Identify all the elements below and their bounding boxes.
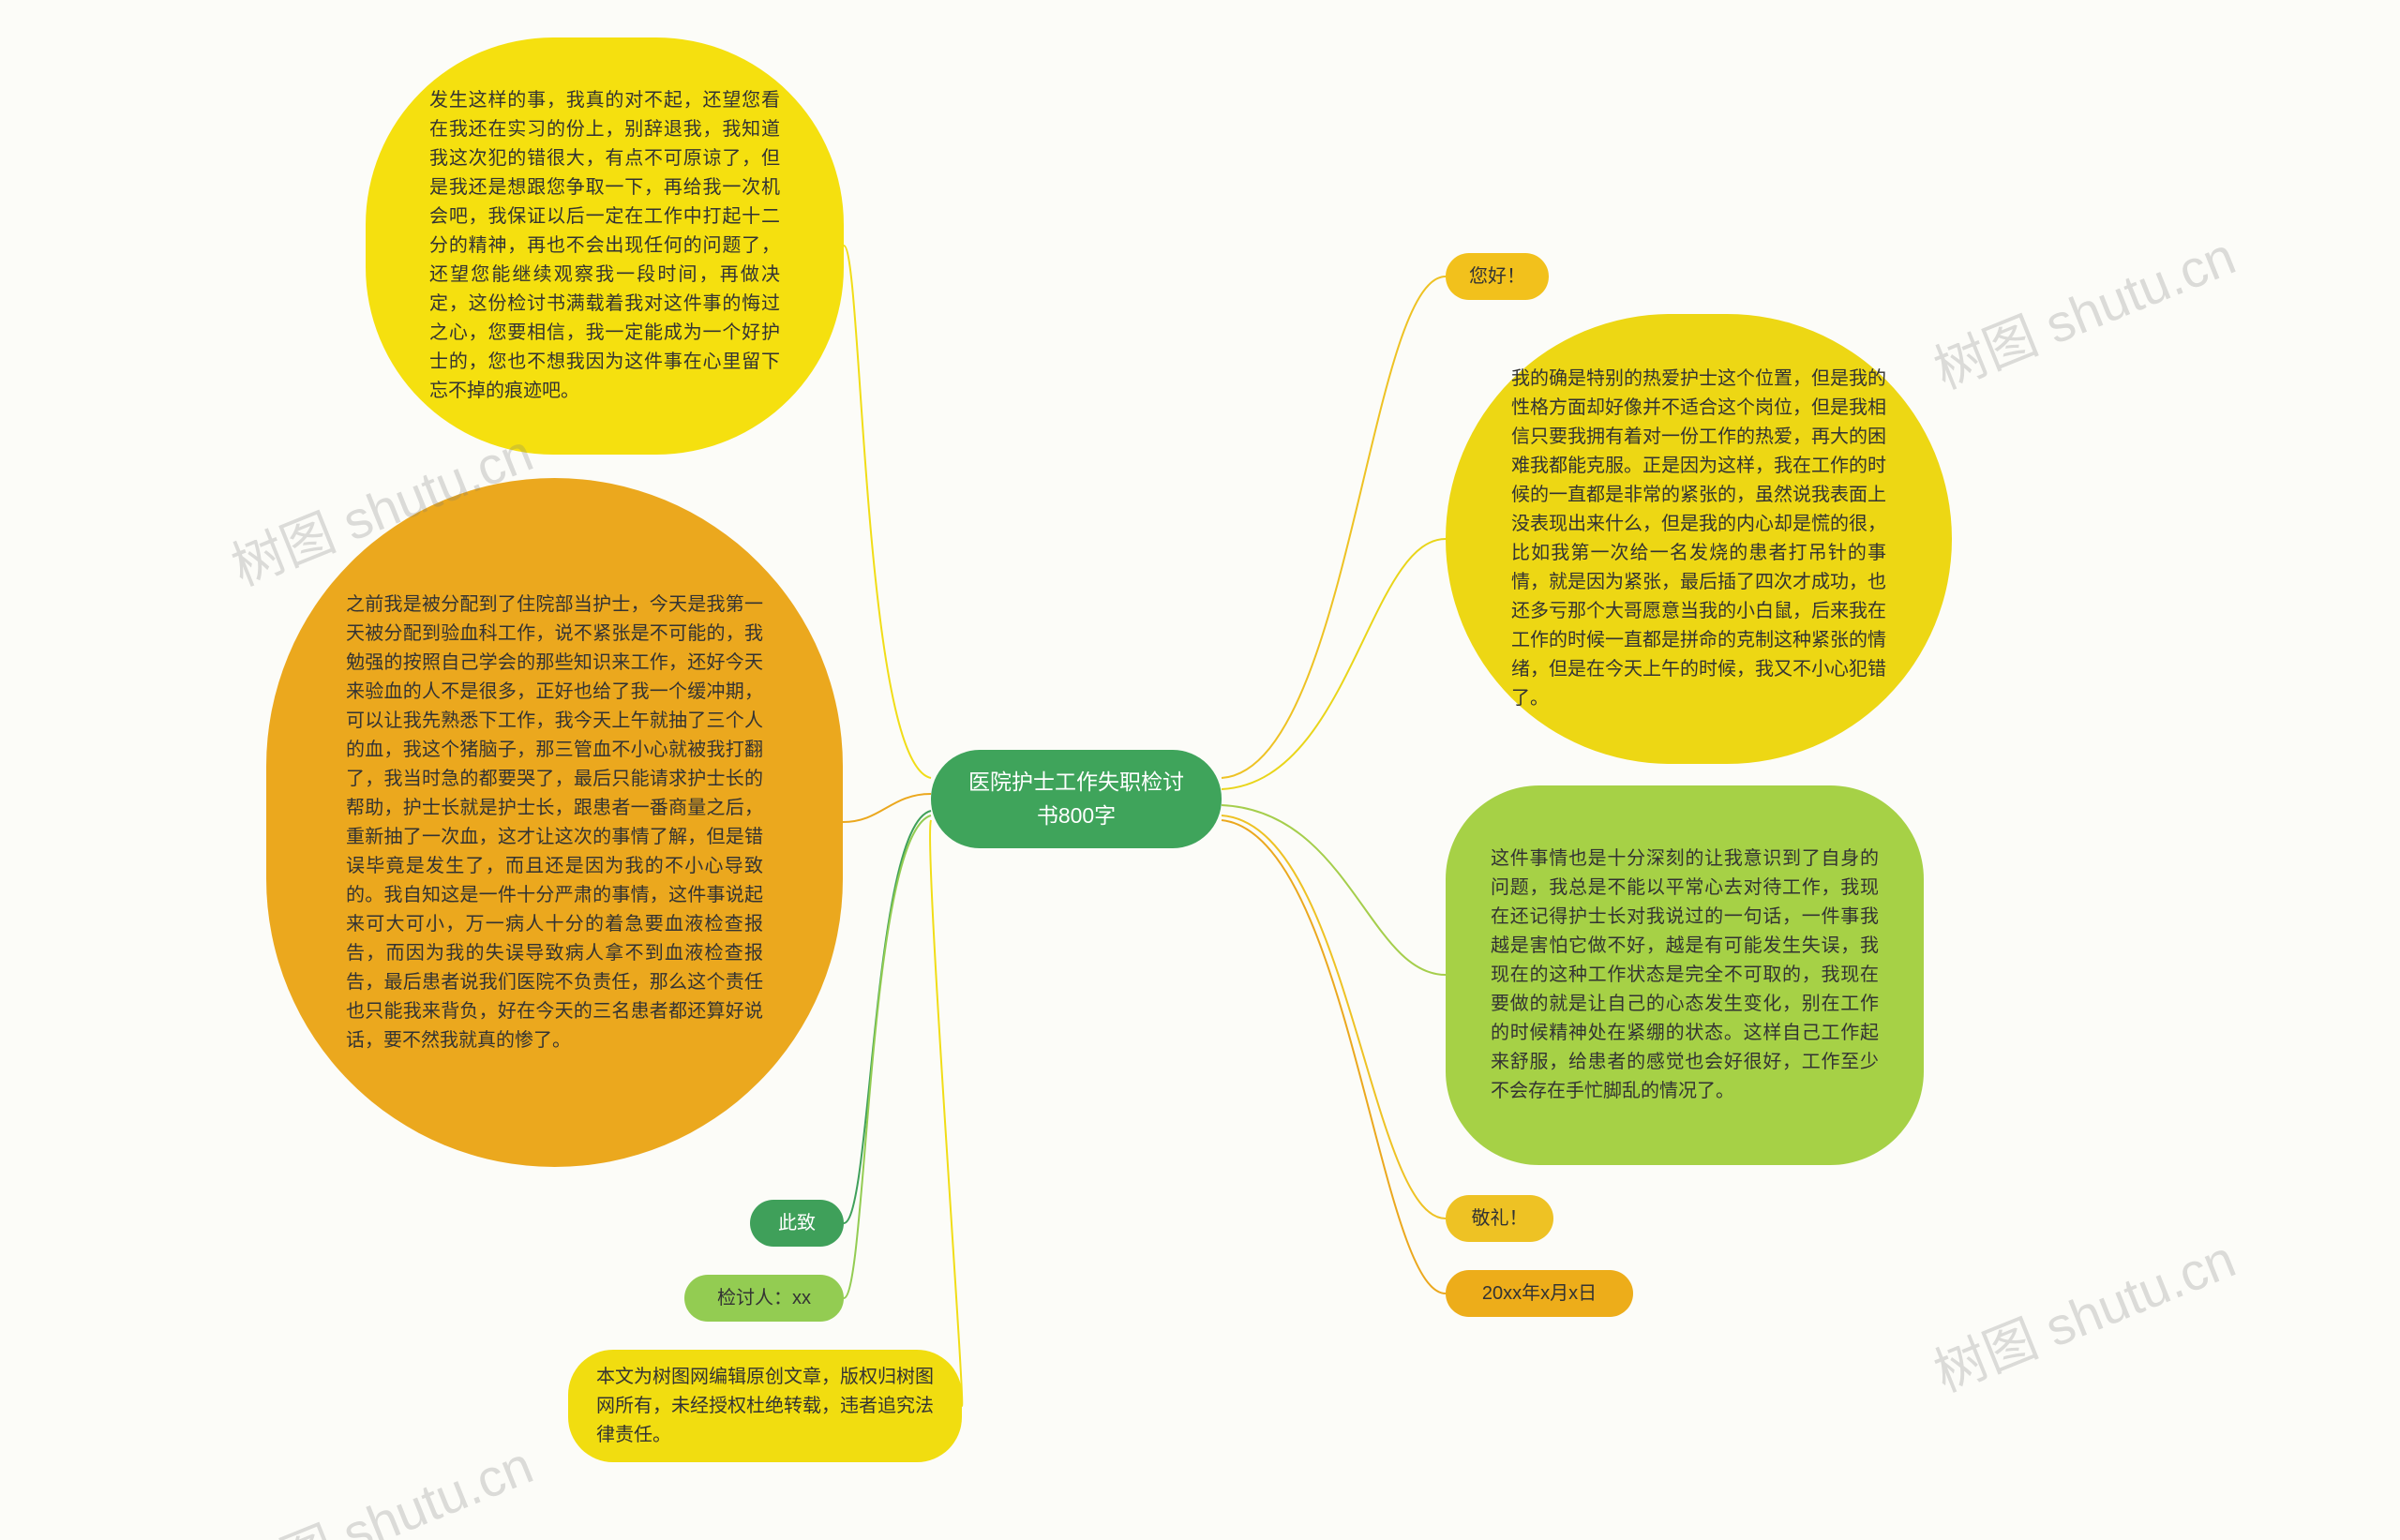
node-left-3: 此致	[750, 1200, 844, 1247]
edge	[844, 811, 931, 1223]
edge	[1222, 815, 1446, 1219]
edge	[1222, 539, 1446, 789]
node-right-5: 20xx年x月x日	[1446, 1270, 1633, 1317]
node-left-5: 本文为树图网编辑原创文章，版权归树图网所有，未经授权杜绝转载，违者追究法律责任。	[568, 1350, 962, 1462]
node-right-2: 我的确是特别的热爱护士这个位置，但是我的性格方面却好像并不适合这个岗位，但是我相…	[1446, 314, 1952, 764]
edge	[1222, 277, 1446, 778]
node-left-2-text: 之前我是被分配到了住院部当护士，今天是我第一天被分配到验血科工作，说不紧张是不可…	[346, 591, 763, 1055]
node-right-5-text: 20xx年x月x日	[1464, 1279, 1614, 1308]
watermark: 树图 shutu.cn	[219, 1424, 543, 1540]
node-right-1: 您好！	[1446, 253, 1549, 300]
node-left-1-text: 发生这样的事，我真的对不起，还望您看在我还在实习的份上，别辞退我，我知道我这次犯…	[429, 86, 780, 406]
node-right-4: 敬礼！	[1446, 1195, 1553, 1242]
watermark: 树图 shutu.cn	[1922, 215, 2245, 404]
node-right-1-text: 您好！	[1464, 262, 1530, 292]
node-left-5-text: 本文为树图网编辑原创文章，版权归树图网所有，未经授权杜绝转载，违者追究法律责任。	[596, 1363, 934, 1450]
edge	[843, 794, 931, 822]
node-left-1: 发生这样的事，我真的对不起，还望您看在我还在实习的份上，别辞退我，我知道我这次犯…	[366, 37, 844, 455]
node-right-3-text: 这件事情也是十分深刻的让我意识到了自身的问题，我总是不能以平常心去对待工作，我现…	[1491, 845, 1879, 1106]
node-left-4-text: 检讨人：xx	[703, 1284, 825, 1313]
edge	[930, 820, 962, 1406]
center-node: 医院护士工作失职检讨书800字	[931, 750, 1222, 848]
node-left-4: 检讨人：xx	[684, 1275, 844, 1322]
center-node-text: 医院护士工作失职检讨书800字	[959, 766, 1193, 832]
watermark: 树图 shutu.cn	[1922, 1218, 2245, 1407]
edge	[844, 246, 931, 778]
edge	[1222, 805, 1446, 975]
edge	[1222, 820, 1446, 1293]
node-right-2-text: 我的确是特别的热爱护士这个位置，但是我的性格方面却好像并不适合这个岗位，但是我相…	[1511, 365, 1886, 713]
node-left-2: 之前我是被分配到了住院部当护士，今天是我第一天被分配到验血科工作，说不紧张是不可…	[266, 478, 843, 1167]
edge	[844, 815, 931, 1298]
node-right-3: 这件事情也是十分深刻的让我意识到了自身的问题，我总是不能以平常心去对待工作，我现…	[1446, 785, 1924, 1165]
node-left-3-text: 此致	[769, 1209, 825, 1238]
mindmap-canvas: 医院护士工作失职检讨书800字 您好！ 我的确是特别的热爱护士这个位置，但是我的…	[0, 0, 2400, 1540]
node-right-4-text: 敬礼！	[1464, 1204, 1535, 1233]
